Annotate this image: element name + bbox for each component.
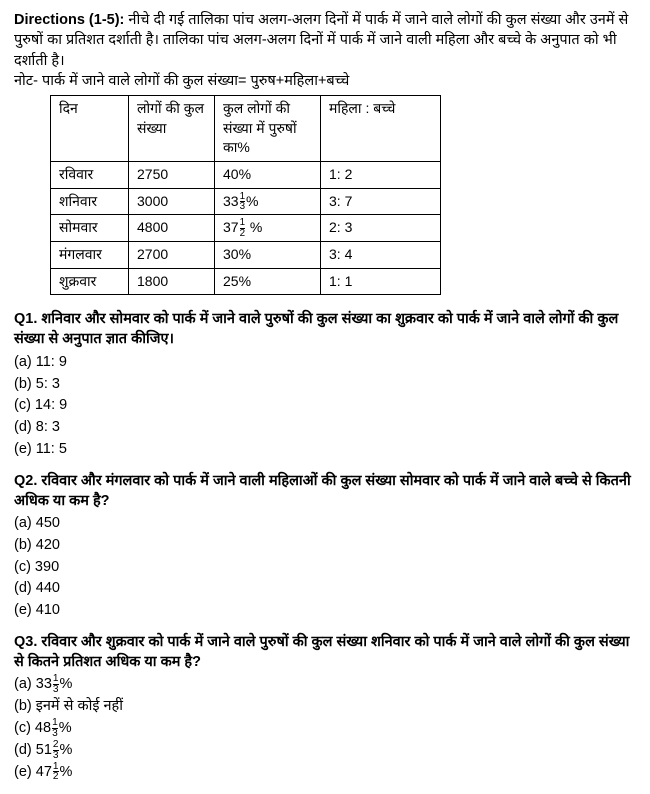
- question-text: रविवार और मंगलवार को पार्क में जाने वाली…: [14, 473, 631, 509]
- options: (a) 11: 9 (b) 5: 3 (c) 14: 9 (d) 8: 3 (e…: [14, 352, 636, 461]
- directions-block: Directions (1-5): नीचे दी गई तालिका पांच…: [14, 10, 636, 91]
- table-row: शनिवार 3000 3313% 3: 7: [51, 188, 441, 215]
- cell-ratio: 3: 7: [321, 188, 441, 215]
- question-title: Q2. रविवार और मंगलवार को पार्क में जाने …: [14, 471, 636, 512]
- fraction: 23: [53, 740, 59, 760]
- question-title: Q1. शनिवार और सोमवार को पार्क में जाने व…: [14, 309, 636, 350]
- options: (a) 450 (b) 420 (c) 390 (d) 440 (e) 410: [14, 513, 636, 622]
- fraction: 13: [53, 674, 59, 694]
- option-a: (a) 450: [14, 513, 636, 535]
- option-e: (e) 4712%: [14, 762, 636, 784]
- th-pct: कुल लोगों की संख्या में पुरुषों का%: [215, 96, 321, 162]
- option-a: (a) 11: 9: [14, 352, 636, 374]
- option-e: (e) 410: [14, 600, 636, 622]
- table-header-row: दिन लोगों की कुल संख्या कुल लोगों की संख…: [51, 96, 441, 162]
- option-d: (d) 8: 3: [14, 417, 636, 439]
- cell-day: मंगलवार: [51, 242, 129, 269]
- question-label: Q3.: [14, 634, 37, 650]
- question-2: Q2. रविवार और मंगलवार को पार्क में जाने …: [14, 471, 636, 622]
- table-row: रविवार 2750 40% 1: 2: [51, 161, 441, 188]
- cell-ratio: 1: 1: [321, 268, 441, 295]
- fraction: 12: [53, 762, 59, 782]
- cell-day: शनिवार: [51, 188, 129, 215]
- th-ratio: महिला : बच्चे: [321, 96, 441, 162]
- question-text: शनिवार और सोमवार को पार्क में जाने वाले …: [14, 311, 618, 347]
- table-row: सोमवार 4800 3712 % 2: 3: [51, 215, 441, 242]
- th-total: लोगों की कुल संख्या: [129, 96, 215, 162]
- th-day: दिन: [51, 96, 129, 162]
- cell-day: सोमवार: [51, 215, 129, 242]
- fraction: 13: [52, 718, 58, 738]
- question-1: Q1. शनिवार और सोमवार को पार्क में जाने व…: [14, 309, 636, 460]
- option-d: (d) 5123%: [14, 740, 636, 762]
- option-c: (c) 4813%: [14, 718, 636, 740]
- question-label: Q2.: [14, 473, 37, 489]
- option-a: (a) 3313%: [14, 674, 636, 696]
- options: (a) 3313% (b) इनमें से कोई नहीं (c) 4813…: [14, 674, 636, 783]
- cell-pct: 30%: [215, 242, 321, 269]
- option-d: (d) 440: [14, 578, 636, 600]
- option-b: (b) 5: 3: [14, 374, 636, 396]
- cell-ratio: 3: 4: [321, 242, 441, 269]
- cell-day: शुक्रवार: [51, 268, 129, 295]
- cell-total: 2700: [129, 242, 215, 269]
- cell-total: 3000: [129, 188, 215, 215]
- option-c: (c) 390: [14, 557, 636, 579]
- cell-pct: 25%: [215, 268, 321, 295]
- cell-pct: 3712 %: [215, 215, 321, 242]
- question-text: रविवार और शुक्रवार को पार्क में जाने वाल…: [14, 634, 629, 670]
- cell-total: 4800: [129, 215, 215, 242]
- option-c: (c) 14: 9: [14, 395, 636, 417]
- question-label: Q1.: [14, 311, 37, 327]
- option-b: (b) इनमें से कोई नहीं: [14, 696, 636, 718]
- option-e: (e) 11: 5: [14, 439, 636, 461]
- question-title: Q3. रविवार और शुक्रवार को पार्क में जाने…: [14, 632, 636, 673]
- table-row: शुक्रवार 1800 25% 1: 1: [51, 268, 441, 295]
- directions-label: Directions (1-5):: [14, 12, 124, 28]
- cell-total: 2750: [129, 161, 215, 188]
- question-3: Q3. रविवार और शुक्रवार को पार्क में जाने…: [14, 632, 636, 784]
- cell-day: रविवार: [51, 161, 129, 188]
- data-table: दिन लोगों की कुल संख्या कुल लोगों की संख…: [50, 95, 441, 295]
- cell-ratio: 2: 3: [321, 215, 441, 242]
- option-b: (b) 420: [14, 535, 636, 557]
- cell-pct: 40%: [215, 161, 321, 188]
- directions-note: नोट- पार्क में जाने वाले लोगों की कुल सं…: [14, 71, 636, 91]
- cell-ratio: 1: 2: [321, 161, 441, 188]
- fraction: 13: [240, 192, 245, 212]
- cell-pct: 3313%: [215, 188, 321, 215]
- table-row: मंगलवार 2700 30% 3: 4: [51, 242, 441, 269]
- cell-total: 1800: [129, 268, 215, 295]
- fraction: 12: [240, 218, 245, 238]
